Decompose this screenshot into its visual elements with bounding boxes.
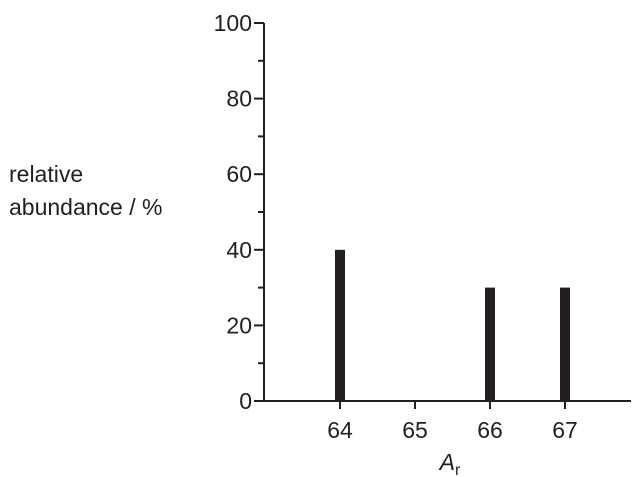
- y-axis-label: relative abundance / %: [9, 158, 162, 224]
- y-tick-label: 40: [226, 237, 252, 263]
- y-tick-label: 0: [239, 388, 252, 414]
- x-axis-label: Ar: [438, 449, 461, 477]
- bar-66: [485, 287, 495, 401]
- tick-labels: 0 20 40 60 80 100 64 65 66 67: [214, 10, 578, 443]
- y-tick-label: 80: [226, 86, 252, 112]
- y-axis-label-line1: relative: [9, 161, 84, 187]
- x-tick-label: 65: [402, 417, 428, 443]
- x-tick-label: 66: [477, 417, 503, 443]
- y-tick-label: 20: [226, 312, 252, 338]
- bars: [335, 249, 570, 401]
- bar-67: [560, 287, 570, 401]
- x-tick-label: 67: [552, 417, 578, 443]
- bar-64: [335, 249, 345, 401]
- axes: [254, 22, 631, 409]
- y-axis-label-line2: abundance / %: [9, 194, 163, 220]
- y-tick-label: 60: [226, 161, 252, 187]
- y-tick-label: 100: [214, 10, 252, 36]
- x-tick-label: 64: [327, 417, 353, 443]
- x-axis-label-main: A: [438, 449, 455, 475]
- x-axis-label-subscript: r: [455, 462, 461, 477]
